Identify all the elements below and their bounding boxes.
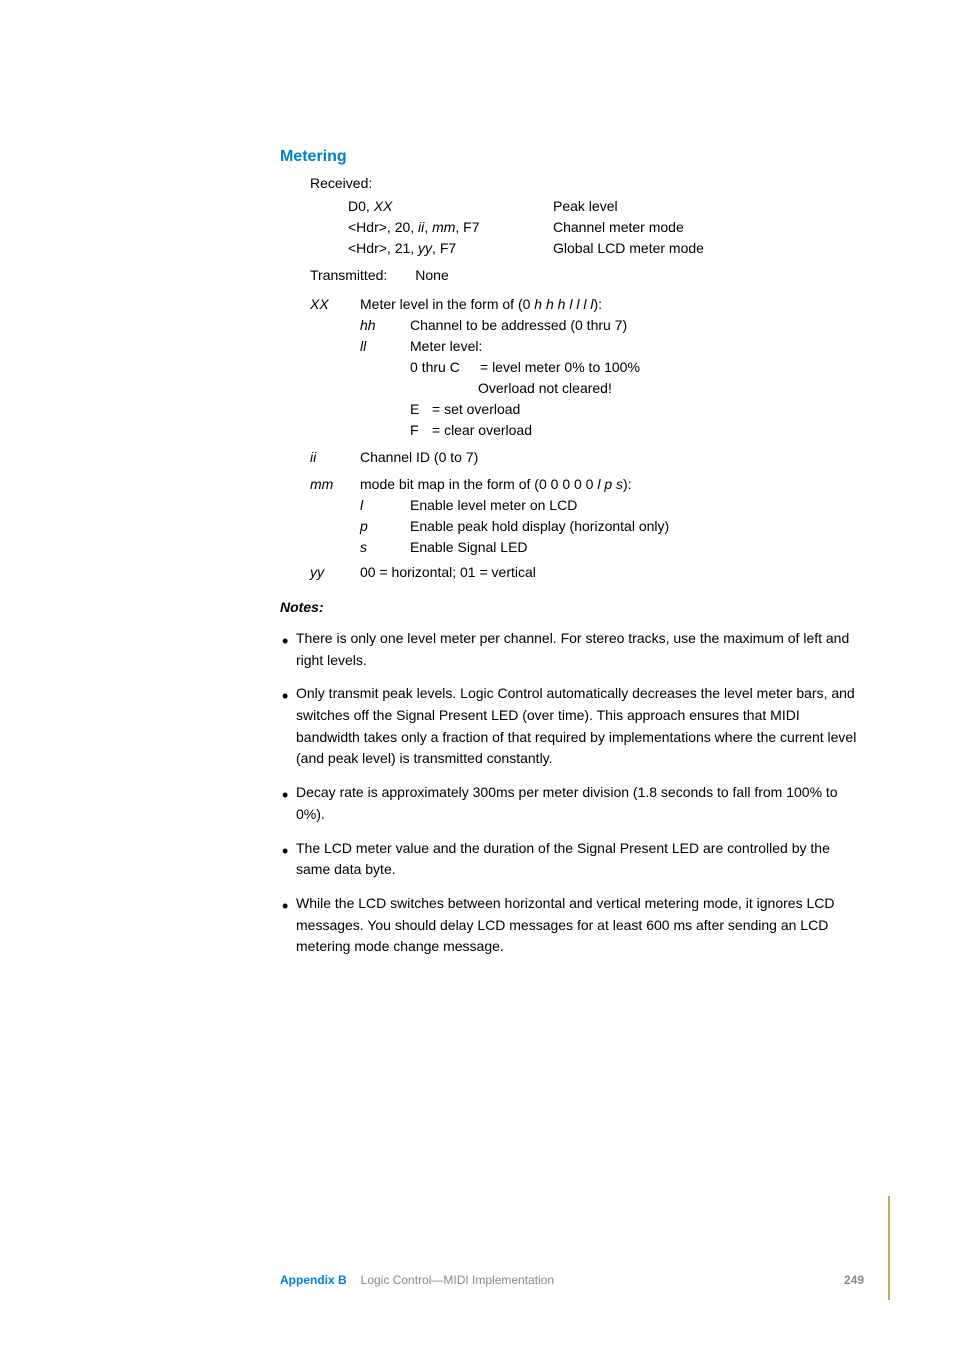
data-col2: Global LCD meter mode: [553, 238, 864, 259]
eq-row: F= clear overload: [410, 420, 864, 441]
sub-label: p: [360, 516, 410, 537]
sub-sub-row: 0 thru C= level meter 0% to 100%: [410, 357, 864, 378]
sub-content: Channel to be addressed (0 thru 7): [410, 315, 864, 336]
def-xx: XX Meter level in the form of (0 h h h l…: [310, 294, 864, 441]
sub-label: s: [360, 537, 410, 558]
footer-label: Appendix B: [280, 1271, 347, 1289]
sub-content: Meter level:: [410, 336, 864, 357]
def-yy: yy 00 = horizontal; 01 = vertical: [310, 562, 864, 583]
data-col2: Peak level: [553, 196, 864, 217]
note-item: Decay rate is approximately 300ms per me…: [280, 782, 864, 825]
data-col1: <Hdr>, 20, ii, mm, F7: [348, 217, 553, 238]
notes-list: There is only one level meter per channe…: [280, 628, 864, 958]
side-line: [888, 1196, 890, 1300]
def-label: ii: [310, 447, 360, 468]
transmitted-row: Transmitted: None: [310, 265, 864, 286]
note-item: Only transmit peak levels. Logic Control…: [280, 683, 864, 770]
sub-content: Enable Signal LED: [410, 537, 864, 558]
def-content: Meter level in the form of (0 h h h l l …: [360, 294, 864, 441]
def-content: 00 = horizontal; 01 = vertical: [360, 562, 864, 583]
note-item: There is only one level meter per channe…: [280, 628, 864, 671]
def-ii: ii Channel ID (0 to 7): [310, 447, 864, 468]
note-item: While the LCD switches between horizonta…: [280, 893, 864, 958]
data-row: <Hdr>, 20, ii, mm, F7 Channel meter mode: [348, 217, 864, 238]
def-content: Channel ID (0 to 7): [360, 447, 864, 468]
footer-text: Logic Control—MIDI Implementation: [361, 1271, 844, 1289]
sub-label: hh: [360, 315, 410, 336]
def-mm: mm mode bit map in the form of (0 0 0 0 …: [310, 474, 864, 558]
def-label: XX: [310, 294, 360, 441]
data-row: D0, XX Peak level: [348, 196, 864, 217]
transmitted-value: None: [415, 267, 448, 283]
eq-row: E= set overload: [410, 399, 864, 420]
data-row: <Hdr>, 21, yy, F7 Global LCD meter mode: [348, 238, 864, 259]
footer: Appendix B Logic Control—MIDI Implementa…: [280, 1271, 864, 1289]
data-col1: D0, XX: [348, 196, 553, 217]
footer-page: 249: [844, 1271, 864, 1289]
received-label: Received:: [310, 173, 864, 194]
def-content: mode bit map in the form of (0 0 0 0 0 l…: [360, 474, 864, 558]
def-label: yy: [310, 562, 360, 583]
sub-content: Enable peak hold display (horizontal onl…: [410, 516, 864, 537]
data-col1: <Hdr>, 21, yy, F7: [348, 238, 553, 259]
sub-sub-indent: Overload not cleared!: [478, 378, 864, 399]
notes-heading: Notes:: [280, 597, 864, 618]
def-label: mm: [310, 474, 360, 558]
sub-content: Enable level meter on LCD: [410, 495, 864, 516]
sub-label: l: [360, 495, 410, 516]
sub-label: ll: [360, 336, 410, 357]
data-col2: Channel meter mode: [553, 217, 864, 238]
note-item: The LCD meter value and the duration of …: [280, 838, 864, 881]
transmitted-label: Transmitted:: [310, 265, 387, 286]
section-heading: Metering: [280, 145, 864, 169]
